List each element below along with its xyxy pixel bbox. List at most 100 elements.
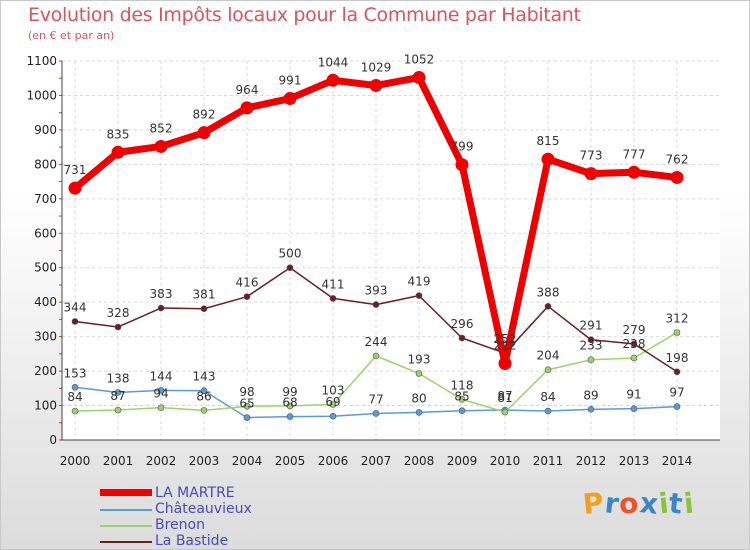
data-point-la-martre xyxy=(455,158,469,172)
data-label-la-martre: 991 xyxy=(279,74,302,88)
data-label-chateauvieux: 153 xyxy=(64,366,87,380)
legend-swatch xyxy=(100,541,152,543)
data-label-chateauvieux: 68 xyxy=(282,396,297,410)
data-point-la-bastide xyxy=(329,295,337,302)
data-label-la-martre: 835 xyxy=(107,127,130,141)
data-point-brenon xyxy=(329,401,337,408)
data-point-la-bastide xyxy=(630,340,638,348)
legend-label: Brenon xyxy=(155,517,205,533)
x-tick-label: 2003 xyxy=(189,454,220,468)
data-point-la-bastide xyxy=(157,304,165,312)
y-tick-label: 500 xyxy=(34,261,57,275)
data-label-la-bastide: 416 xyxy=(236,276,259,290)
data-point-brenon xyxy=(157,404,165,411)
y-tick-label: 800 xyxy=(34,157,57,171)
data-point-brenon xyxy=(114,406,122,414)
data-point-chateauvieux xyxy=(157,387,165,394)
data-point-la-martre xyxy=(627,165,641,179)
data-label-brenon: 86 xyxy=(196,389,211,403)
y-tick-label: 600 xyxy=(34,226,57,240)
data-point-la-martre xyxy=(498,357,512,371)
data-point-la-bastide xyxy=(544,303,552,310)
data-point-la-bastide xyxy=(415,292,423,299)
data-label-chateauvieux: 138 xyxy=(107,371,130,385)
data-label-brenon: 233 xyxy=(580,339,603,353)
data-point-chateauvieux xyxy=(114,389,122,396)
x-tick-label: 2000 xyxy=(60,454,91,468)
plot-area xyxy=(62,61,720,440)
data-label-la-bastide: 296 xyxy=(451,317,474,331)
y-tick-label: 300 xyxy=(34,330,57,344)
data-point-chateauvieux xyxy=(243,414,251,421)
data-point-chateauvieux xyxy=(286,413,294,420)
legend-swatch xyxy=(100,509,152,511)
data-label-la-bastide: 198 xyxy=(666,351,689,365)
data-label-la-martre: 1029 xyxy=(361,60,392,74)
legend-item: Châteauvieux xyxy=(100,501,360,518)
data-label-brenon: 204 xyxy=(537,349,560,363)
legend-swatch xyxy=(100,489,152,496)
data-label-brenon: 118 xyxy=(451,378,474,392)
data-point-brenon xyxy=(415,370,423,377)
data-label-la-bastide: 393 xyxy=(365,284,388,298)
data-label-chateauvieux: 84 xyxy=(540,390,555,404)
data-label-brenon: 98 xyxy=(239,385,254,399)
data-point-brenon xyxy=(673,329,681,336)
data-label-la-bastide: 419 xyxy=(408,275,431,289)
data-label-la-martre: 773 xyxy=(580,149,603,163)
data-point-brenon xyxy=(544,366,552,374)
data-label-la-bastide: 383 xyxy=(150,287,173,301)
data-point-brenon xyxy=(200,407,208,414)
data-label-brenon: 87 xyxy=(110,389,125,403)
data-label-la-bastide: 500 xyxy=(279,247,302,261)
x-tick-label: 2009 xyxy=(447,454,478,468)
data-point-la-bastide xyxy=(286,264,294,272)
x-tick-label: 2014 xyxy=(662,454,693,468)
data-point-la-martre xyxy=(197,126,211,140)
data-label-chateauvieux: 65 xyxy=(239,397,254,411)
legend-swatch xyxy=(100,525,152,527)
data-point-la-martre xyxy=(326,73,340,87)
data-point-chateauvieux xyxy=(329,412,337,420)
data-point-la-martre xyxy=(369,78,383,92)
logo-letter: P xyxy=(581,485,607,522)
data-point-chateauvieux xyxy=(200,387,208,395)
data-label-brenon: 244 xyxy=(365,335,388,349)
y-tick-label: 100 xyxy=(34,399,57,413)
legend-item: La Bastide xyxy=(100,533,360,550)
data-point-brenon xyxy=(243,402,251,410)
data-point-chateauvieux xyxy=(544,407,552,415)
data-label-la-martre: 762 xyxy=(666,152,689,166)
proxiti-logo: Proxiti xyxy=(581,485,696,522)
data-label-chateauvieux: 69 xyxy=(325,395,340,409)
data-point-la-martre xyxy=(68,181,82,195)
data-point-brenon xyxy=(501,408,509,416)
y-tick-label: 1100 xyxy=(26,54,57,68)
data-point-la-martre xyxy=(584,167,598,181)
data-point-brenon xyxy=(71,407,79,415)
y-tick-label: 0 xyxy=(49,433,57,447)
legend-item: LA MARTRE xyxy=(100,485,360,502)
x-tick-label: 2004 xyxy=(232,454,263,468)
data-label-chateauvieux: 80 xyxy=(411,391,426,405)
data-point-la-bastide xyxy=(673,368,681,376)
y-tick-label: 200 xyxy=(34,364,57,378)
data-point-la-bastide xyxy=(114,323,122,331)
y-tick-label: 900 xyxy=(34,123,57,137)
x-tick-label: 2001 xyxy=(103,454,134,468)
x-tick-label: 2013 xyxy=(619,454,650,468)
x-tick-label: 2010 xyxy=(490,454,521,468)
data-point-la-martre xyxy=(283,92,297,106)
y-tick-label: 400 xyxy=(34,295,57,309)
data-point-la-martre xyxy=(111,145,125,159)
data-label-chateauvieux: 97 xyxy=(669,386,684,400)
data-point-brenon xyxy=(630,354,638,362)
legend-label: Châteauvieux xyxy=(155,501,252,517)
data-point-la-bastide xyxy=(458,334,466,342)
data-label-la-martre: 964 xyxy=(236,83,259,97)
legend-item: Brenon xyxy=(100,517,360,534)
data-point-chateauvieux xyxy=(630,405,638,412)
data-point-chateauvieux xyxy=(458,407,466,415)
data-point-la-bastide xyxy=(71,318,79,325)
